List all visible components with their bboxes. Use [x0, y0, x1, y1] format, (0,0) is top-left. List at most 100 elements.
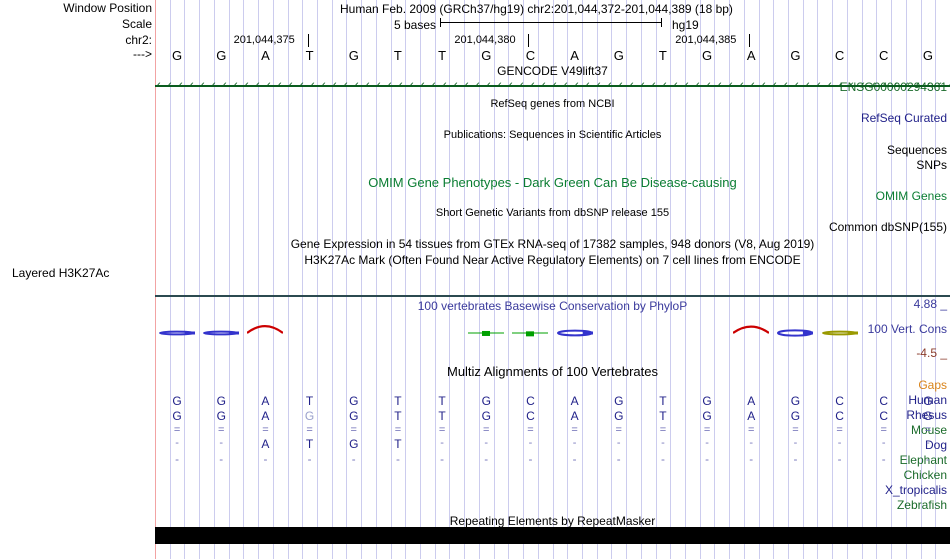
layered-h3k27ac-label[interactable]: Layered H3K27Ac: [12, 266, 110, 280]
conservation-axis-min: -4.5: [916, 346, 937, 360]
alignment-base: =: [571, 424, 578, 436]
strand-arrow-icon: ‹: [740, 80, 744, 91]
conservation-bar[interactable]: [512, 323, 549, 343]
sequence-base: C: [834, 48, 845, 63]
refseq-curated-label[interactable]: RefSeq Curated: [860, 111, 947, 125]
alignment-base: G: [614, 409, 624, 423]
alignment-base: C: [879, 409, 889, 423]
conservation-label[interactable]: 100 Vert. Cons: [867, 322, 947, 336]
species-label-human[interactable]: Human: [908, 393, 947, 407]
alignment-base: -: [749, 454, 754, 466]
strand-arrow-icon: ‹: [432, 80, 436, 91]
strand-arrow-icon: ‹: [905, 80, 909, 91]
strand-arrow-icon: ‹: [839, 80, 843, 91]
strand-arrow-label: --->: [133, 47, 152, 61]
alignment-base: G: [702, 409, 712, 423]
scale-label: Scale: [121, 17, 152, 31]
omim-genes-label[interactable]: OMIM Genes: [875, 189, 947, 203]
alignment-base: A: [747, 409, 756, 423]
strand-arrow-icon: ‹: [256, 80, 260, 91]
alignment-base: A: [747, 394, 756, 408]
conservation-bar[interactable]: [556, 323, 593, 343]
alignment-base: =: [703, 424, 711, 436]
alignment-gap: -: [175, 454, 179, 466]
sequence-base: T: [438, 48, 447, 63]
conservation-bar[interactable]: [246, 323, 285, 343]
alignment-base: =: [880, 424, 887, 436]
alignment-base: =: [615, 424, 622, 436]
common-dbsnp-label[interactable]: Common dbSNP(155): [828, 220, 947, 234]
conservation-bar[interactable]: [732, 323, 770, 343]
alignment-base: A: [261, 437, 270, 451]
conservation-axis-min-tick: _: [940, 346, 947, 360]
alignment-base: G: [172, 394, 182, 408]
alignment-gap: -: [749, 454, 754, 466]
alignment-base: A: [261, 394, 270, 408]
species-label-chicken[interactable]: Chicken: [903, 468, 947, 482]
species-label-rhesus[interactable]: Rhesus: [906, 408, 947, 422]
alignment-base: C: [879, 394, 889, 408]
phylop-conservation-plot[interactable]: [155, 297, 950, 365]
alignment-base: G: [790, 394, 801, 408]
sequences-label[interactable]: Sequences: [886, 143, 947, 157]
strand-arrow-icon: ‹: [377, 80, 381, 91]
alignment-gap: -: [793, 454, 798, 466]
alignment-gap: -: [572, 454, 577, 466]
sequence-base: G: [348, 48, 359, 63]
repeatmasker-feature-bar[interactable]: [155, 527, 950, 544]
strand-arrow-icon: ‹: [454, 80, 458, 91]
strand-arrow-icon: ‹: [729, 80, 733, 91]
alignment-base: G: [923, 409, 933, 423]
dbsnp-track-title: Short Genetic Variants from dbSNP releas…: [435, 207, 670, 219]
alignment-base: C: [835, 394, 844, 408]
strand-arrow-icon: ‹: [630, 80, 634, 91]
alignment-base: G: [923, 394, 933, 408]
strand-arrow-icon: ‹: [465, 80, 469, 91]
conservation-bar[interactable]: [159, 323, 196, 343]
alignment-base: G: [216, 394, 226, 408]
alignment-base: -: [793, 437, 798, 449]
alignment-base: T: [394, 437, 402, 451]
alignment-gap: -: [616, 454, 621, 466]
gencode-gene-strand-arrows[interactable]: ‹ ‹ ‹ ‹ ‹ ‹ ‹ ‹ ‹ ‹ ‹ ‹ ‹ ‹ ‹ ‹ ‹ ‹ ‹ ‹ ‹ ‹ ‹ ‹ ‹ ‹ ‹ ‹ ‹ ‹ ‹ ‹ ‹ ‹ ‹ ‹ ‹ ‹ ‹ ‹…: [155, 80, 950, 91]
species-label-dog[interactable]: Dog: [924, 438, 947, 452]
window-position-label: Window Position: [63, 1, 152, 15]
strand-arrow-icon: ‹: [421, 80, 425, 91]
alignment-base: -: [881, 437, 886, 449]
strand-arrow-icon: ‹: [762, 80, 766, 91]
ruler-position-label: 201,044,375: [233, 34, 295, 46]
snps-label[interactable]: SNPs: [916, 158, 947, 172]
alignment-base: A: [570, 409, 579, 423]
alignment-gap: -: [881, 454, 886, 466]
conservation-bar[interactable]: [777, 323, 814, 343]
species-label-zebrafish[interactable]: Zebrafish: [896, 498, 947, 512]
alignment-base: =: [792, 424, 799, 436]
strand-arrow-icon: ‹: [355, 80, 359, 91]
strand-arrow-icon: ‹: [696, 80, 700, 91]
strand-arrow-icon: ‹: [223, 80, 227, 91]
gaps-label[interactable]: Gaps: [918, 378, 947, 392]
conservation-bar[interactable]: [468, 323, 505, 343]
gencode-gene-label[interactable]: ENSG00000294361: [839, 80, 947, 94]
conservation-track-separator: [155, 295, 950, 297]
strand-arrow-icon: ‹: [322, 80, 326, 91]
assembly-short-label: hg19: [672, 18, 699, 32]
strand-arrow-icon: ‹: [498, 80, 502, 91]
conservation-bar[interactable]: [821, 323, 858, 343]
species-label-mouse[interactable]: Mouse: [910, 423, 947, 437]
species-label-x_tropicalis[interactable]: X_tropicalis: [884, 483, 947, 497]
alignment-base: -: [219, 454, 224, 466]
alignment-base: =: [924, 424, 932, 436]
strand-arrow-icon: ‹: [168, 80, 172, 91]
alignment-base: -: [837, 437, 842, 449]
alignment-base: =: [483, 424, 490, 436]
conservation-bar[interactable]: [203, 323, 240, 343]
strand-arrow-icon: ‹: [267, 80, 271, 91]
alignment-base: G: [481, 409, 491, 423]
strand-arrow-icon: ‹: [707, 80, 711, 91]
alignment-base: G: [216, 409, 226, 423]
species-label-elephant[interactable]: Elephant: [899, 453, 947, 467]
alignment-gap: -: [307, 454, 312, 466]
alignment-base: A: [570, 394, 579, 408]
